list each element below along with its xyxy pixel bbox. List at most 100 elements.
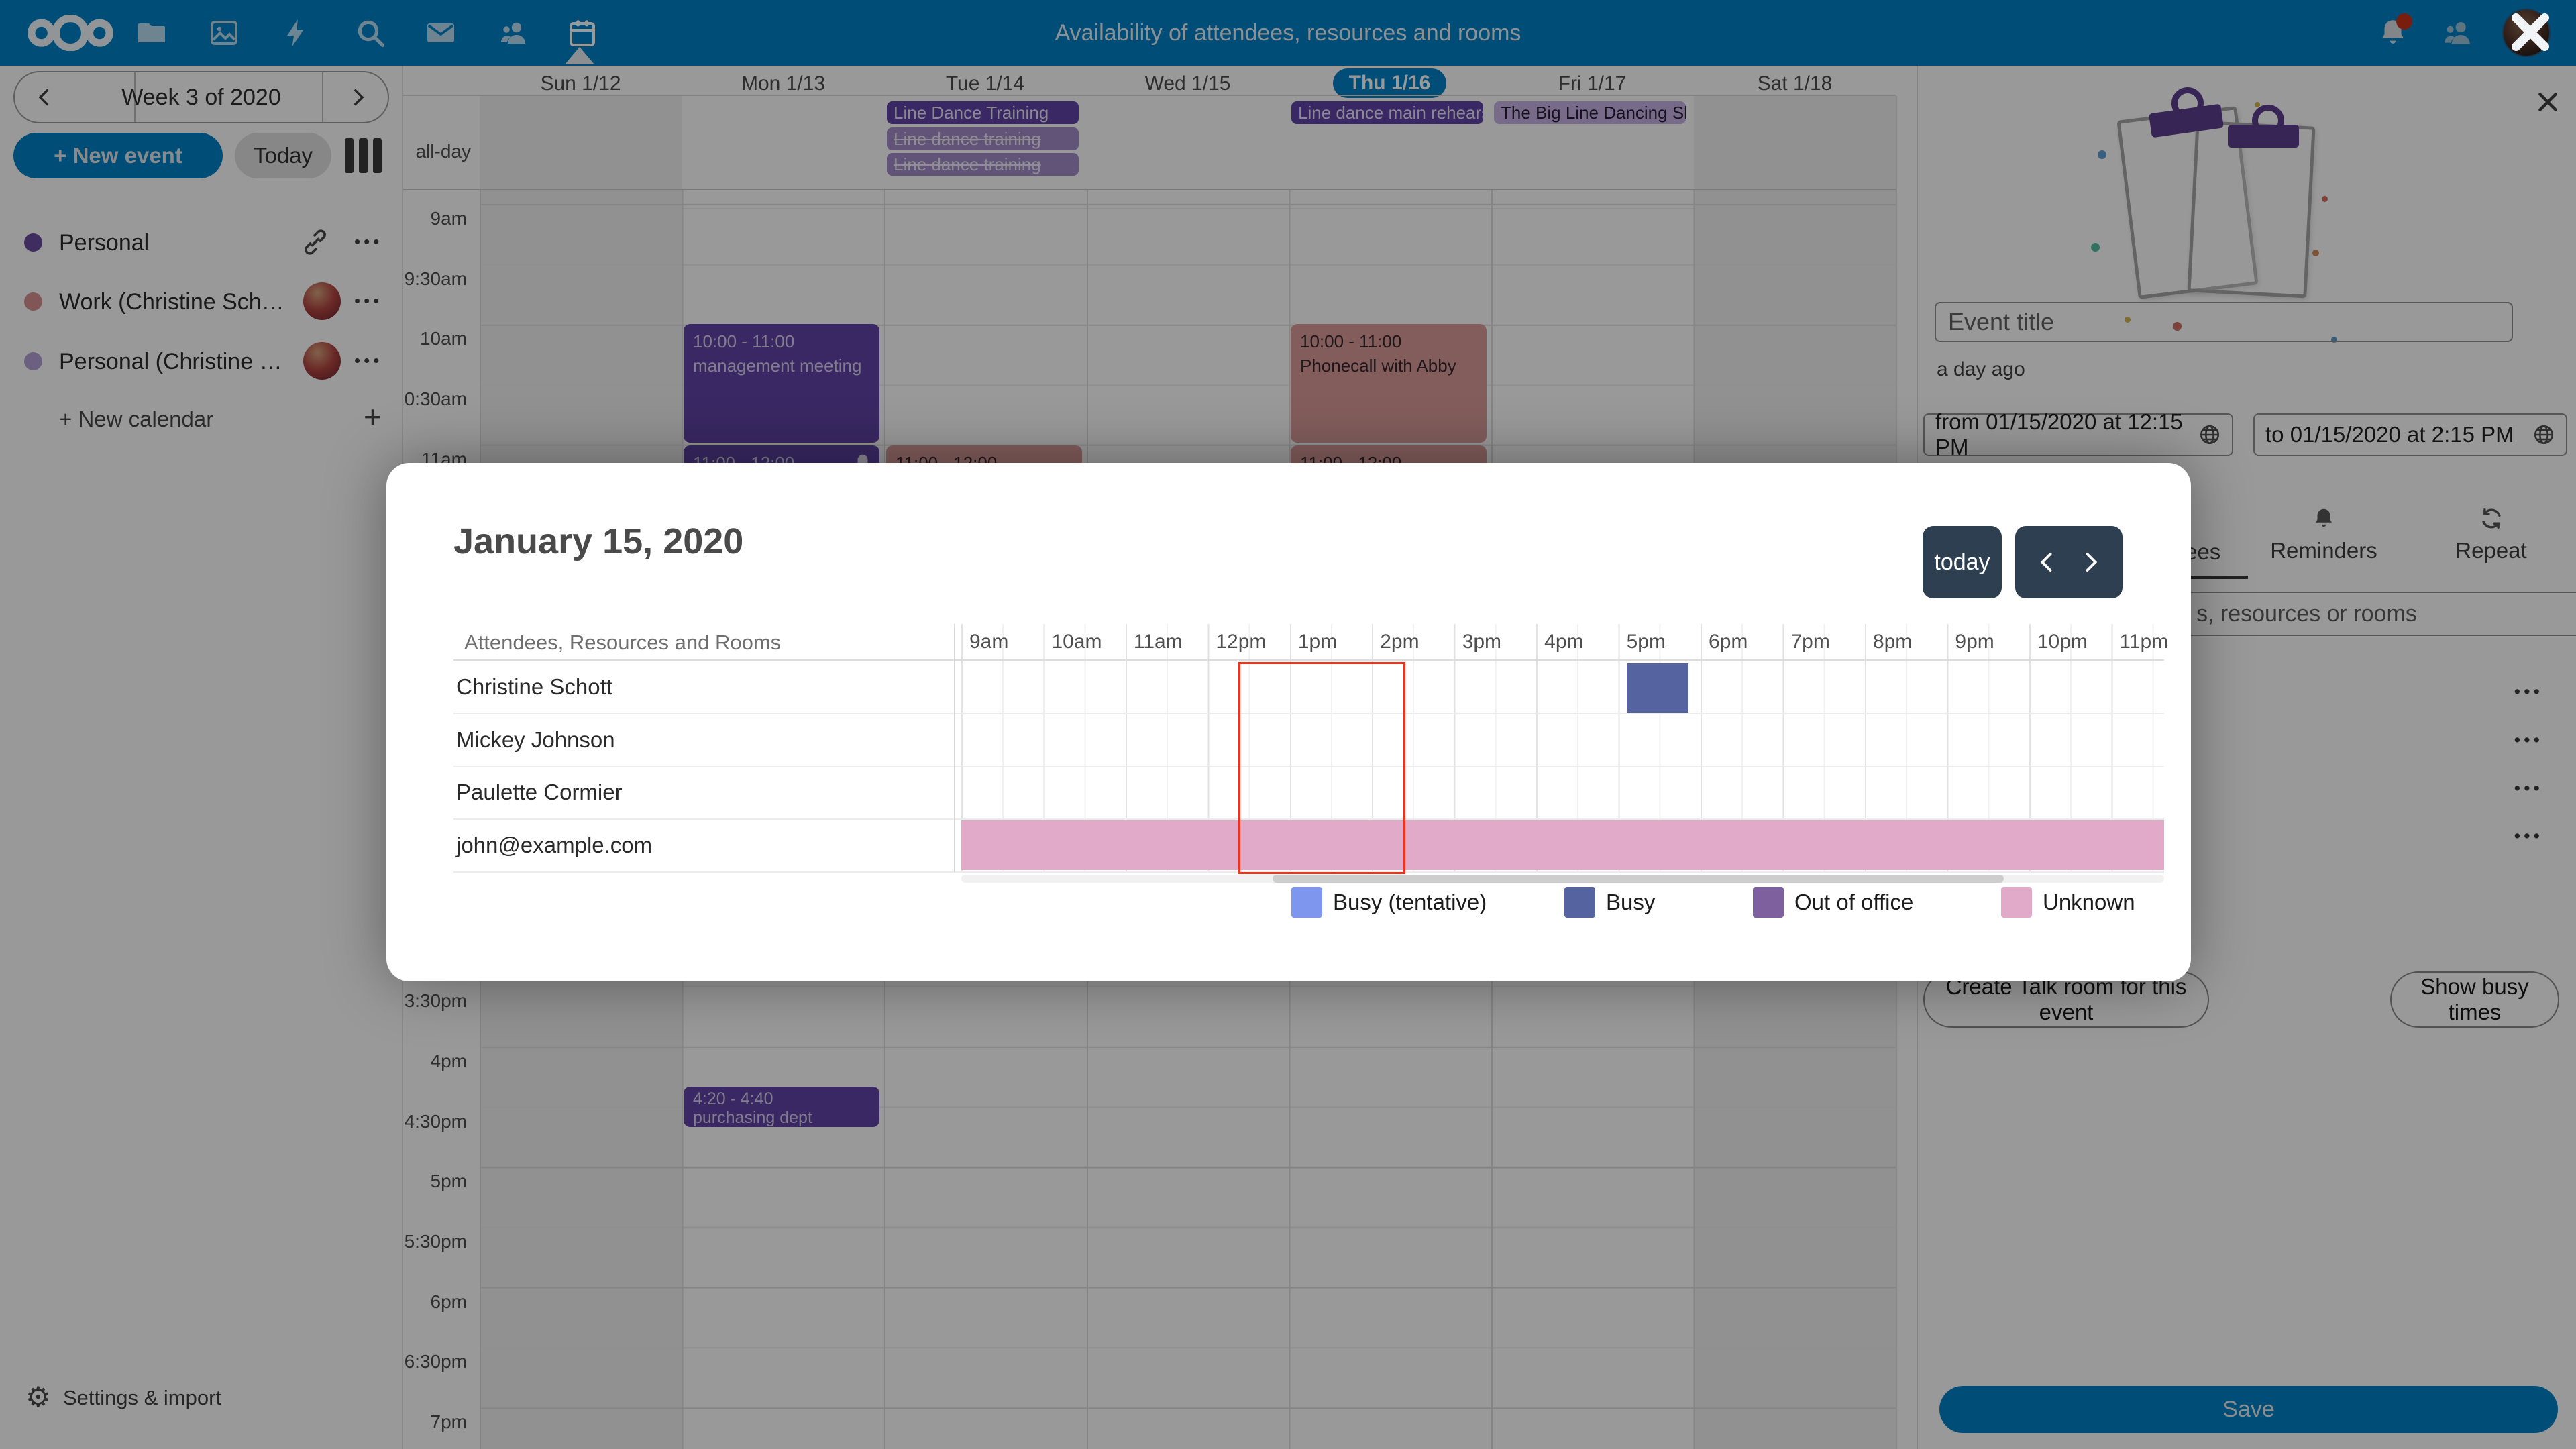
- legend-item: Unknown: [2001, 887, 2135, 918]
- share-link-icon[interactable]: [301, 227, 330, 257]
- clipboard-ring: [2171, 87, 2204, 119]
- attendee-row[interactable]: Christine Schott: [453, 661, 2164, 714]
- attendee-name: john@example.com: [456, 832, 653, 857]
- hour-label: 12pm: [1216, 631, 1267, 653]
- settings-label: Settings & import: [63, 1386, 222, 1409]
- time-label: 7pm: [430, 1411, 467, 1432]
- day-header: Fri 1/17: [1558, 72, 1627, 95]
- tab-repeat[interactable]: Repeat: [2422, 506, 2560, 580]
- clipboard-ring: [2252, 105, 2284, 137]
- overflow-icon[interactable]: •••: [2514, 778, 2543, 798]
- overflow-icon[interactable]: •••: [2514, 682, 2543, 702]
- modal-title: January 15, 2020: [453, 521, 744, 561]
- attendee-row[interactable]: Paulette Cormier: [453, 766, 2164, 820]
- end-datetime-field[interactable]: to 01/15/2020 at 2:15 PM: [2253, 413, 2567, 456]
- horizontal-scrollbar-thumb[interactable]: [1273, 875, 2004, 883]
- top-bar: Availability of attendees, resources and…: [0, 0, 2576, 66]
- save-button[interactable]: Save: [1939, 1386, 2558, 1433]
- attendee-row[interactable]: Mickey Johnson: [453, 714, 2164, 767]
- hour-label: 10am: [1051, 631, 1102, 653]
- legend-item: Out of office: [1753, 887, 1913, 918]
- mouse-cursor-x: [2509, 11, 2552, 54]
- event-purchasing-dept[interactable]: 4:20 - 4:40 purchasing dept: [684, 1087, 879, 1127]
- all-day-event[interactable]: The Big Line Dancing Show: [1494, 101, 1686, 124]
- event-title: purchasing dept: [693, 1108, 812, 1127]
- previous-week-icon[interactable]: [34, 86, 56, 109]
- settings-import-button[interactable]: ⚙ Settings & import: [0, 1375, 402, 1422]
- event-phonecall-abby[interactable]: 10:00 - 11:00 Phonecall with Abby: [1291, 324, 1487, 443]
- legend-item: Busy: [1564, 887, 1655, 918]
- all-day-event-cancelled[interactable]: Line dance training: [887, 127, 1079, 150]
- calendar-item-personal[interactable]: Personal •••: [0, 213, 402, 272]
- selected-timespan-rect[interactable]: [1238, 662, 1405, 874]
- new-event-button[interactable]: + New event: [13, 133, 223, 178]
- time-label: 10:30am: [402, 388, 467, 410]
- calendar-item-personal-christine[interactable]: Personal (Christine Scho…) •••: [0, 331, 402, 390]
- hour-label: 1pm: [1297, 631, 1338, 653]
- start-datetime-field[interactable]: from 01/15/2020 at 12:15 PM: [1923, 409, 2233, 460]
- event-management-meeting[interactable]: 10:00 - 11:00 management meeting: [684, 324, 879, 443]
- show-busy-times-button[interactable]: Show busy times: [2390, 971, 2559, 1028]
- legend-label: Busy (tentative): [1333, 890, 1487, 914]
- tab-reminders[interactable]: Reminders: [2253, 506, 2394, 580]
- contacts-menu-icon[interactable]: [2440, 16, 2474, 50]
- attendee-row[interactable]: john@example.com: [453, 819, 2164, 873]
- overflow-icon[interactable]: •••: [2514, 826, 2543, 846]
- today-button[interactable]: Today: [235, 133, 331, 178]
- timezone-globe-icon[interactable]: [2532, 423, 2555, 446]
- overflow-icon[interactable]: •••: [354, 290, 383, 311]
- search-icon[interactable]: [354, 17, 386, 49]
- event-title-input[interactable]: [1935, 302, 2513, 342]
- legend-label: Out of office: [1794, 890, 1914, 914]
- view-switcher-icon[interactable]: [345, 138, 385, 173]
- day-header: Sat 1/18: [1757, 72, 1833, 95]
- hour-label: 11pm: [2119, 631, 2169, 653]
- overflow-icon[interactable]: •••: [2514, 730, 2543, 750]
- all-day-label: all-day: [415, 141, 471, 162]
- time-label: 6pm: [430, 1291, 467, 1312]
- all-day-event[interactable]: Line dance main rehearsal: [1291, 101, 1483, 124]
- timezone-globe-icon[interactable]: [2198, 423, 2221, 446]
- modal-today-button[interactable]: today: [1923, 526, 2002, 598]
- hour-label: 2pm: [1380, 631, 1419, 653]
- tab-label: Reminders: [2270, 538, 2377, 563]
- end-datetime-value: to 01/15/2020 at 2:15 PM: [2265, 422, 2514, 447]
- previous-day-icon[interactable]: [2035, 550, 2059, 574]
- divider: [954, 624, 955, 872]
- day-header-today: Thu 1/16: [1289, 68, 1491, 98]
- all-day-event[interactable]: Line Dance Training: [887, 101, 1079, 124]
- activity-icon[interactable]: [280, 17, 313, 49]
- mail-icon[interactable]: [425, 17, 457, 49]
- attendee-name: Christine Schott: [456, 674, 612, 699]
- contacts-icon[interactable]: [497, 17, 529, 49]
- week-label[interactable]: Week 3 of 2020: [121, 85, 281, 110]
- files-icon[interactable]: [136, 17, 168, 49]
- divider: [402, 95, 1896, 96]
- overflow-icon[interactable]: •••: [354, 231, 383, 252]
- legend-swatch: [1291, 887, 1322, 918]
- gear-icon: ⚙: [25, 1381, 51, 1413]
- calendar-item-work-christine[interactable]: Work (Christine Schott) •••: [0, 272, 402, 331]
- notifications-bell-icon[interactable]: [2376, 13, 2412, 50]
- photos-icon[interactable]: [208, 17, 240, 49]
- event-time: 10:00 - 11:00: [693, 331, 795, 352]
- next-day-icon[interactable]: [2078, 550, 2102, 574]
- event-time: 4:20 - 4:40: [693, 1089, 773, 1108]
- start-datetime-value: from 01/15/2020 at 12:15 PM: [1935, 409, 2183, 460]
- close-icon[interactable]: [2534, 89, 2561, 115]
- legend-swatch: [1753, 887, 1784, 918]
- divider: [453, 659, 2164, 661]
- calendar-icon[interactable]: [566, 17, 598, 49]
- legend-item: Busy (tentative): [1291, 887, 1487, 918]
- unknown-availability-bar: [961, 820, 2164, 870]
- new-calendar-button[interactable]: + New calendar +: [0, 390, 402, 449]
- nextcloud-logo-icon[interactable]: [27, 14, 114, 52]
- modal-week-arrows: [2015, 526, 2123, 598]
- next-week-icon[interactable]: [346, 86, 369, 109]
- active-app-caret: [565, 47, 594, 64]
- event-title: Phonecall with Abby: [1300, 356, 1456, 376]
- overflow-icon[interactable]: •••: [354, 350, 383, 370]
- all-day-event-cancelled[interactable]: Line dance training: [887, 153, 1079, 176]
- attendee-name: Paulette Cormier: [456, 780, 623, 805]
